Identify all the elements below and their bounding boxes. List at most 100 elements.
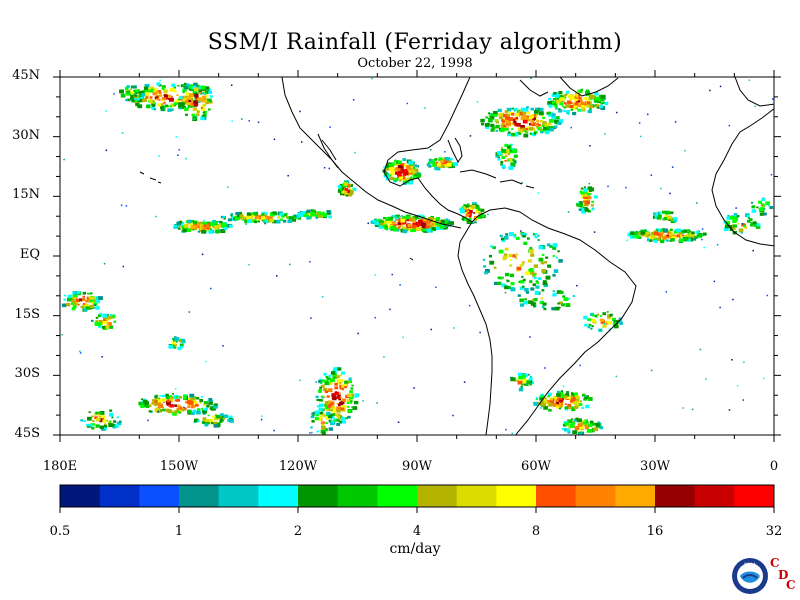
rain-pixel	[350, 393, 355, 397]
rain-pixel	[519, 125, 525, 130]
rain-pixel	[765, 201, 770, 205]
rain-pixel	[330, 422, 333, 425]
rain-pixel	[522, 115, 527, 119]
rain-pixel	[71, 307, 76, 311]
rain-pixel	[589, 420, 594, 424]
rain-pixel	[676, 228, 681, 233]
rain-pixel	[443, 220, 447, 223]
rain-pixel	[179, 107, 182, 110]
rain-pixel	[172, 341, 176, 345]
rain-pixel	[196, 110, 200, 113]
rain-pixel	[336, 396, 341, 399]
rain-pixel	[599, 318, 604, 322]
rain-pixel	[500, 124, 506, 128]
rain-pixel	[446, 160, 449, 163]
rain-pixel	[530, 253, 535, 257]
rain-pixel	[689, 232, 694, 237]
rain-pixel	[200, 396, 203, 398]
rain-pixel	[549, 245, 553, 248]
rain-pixel	[639, 135, 642, 138]
rain-pixel	[345, 189, 351, 194]
rain-pixel	[577, 108, 581, 112]
rain-pixel	[156, 82, 161, 86]
rain-pixel	[138, 91, 142, 94]
rain-pixel	[90, 296, 95, 300]
rain-pixel	[96, 417, 101, 422]
rain-pixel	[378, 225, 383, 229]
rain-pixel	[769, 206, 774, 210]
rain-pixel	[544, 123, 549, 127]
rain-pixel	[580, 101, 585, 106]
rain-pixel	[543, 307, 547, 311]
rain-pixel	[515, 257, 518, 260]
rain-pixel	[120, 204, 123, 206]
rain-pixel	[279, 212, 284, 216]
rain-pixel	[532, 273, 535, 276]
rain-pixel	[157, 402, 161, 406]
rain-pixel	[334, 391, 338, 394]
rain-pixel	[505, 428, 507, 431]
rain-pixel	[398, 163, 403, 167]
rain-pixel	[331, 409, 336, 413]
rain-pixel	[155, 215, 157, 218]
rain-pixel	[316, 405, 320, 408]
rain-pixel	[105, 110, 107, 112]
rain-pixel	[311, 431, 313, 434]
rain-pixel	[339, 396, 342, 399]
rain-pixel	[752, 221, 757, 225]
rain-pixel	[600, 94, 606, 99]
rain-pixel	[204, 407, 208, 411]
coastlines	[139, 77, 774, 435]
rain-pixel	[509, 264, 513, 267]
rain-pixel	[515, 133, 519, 137]
rain-pixel	[169, 105, 172, 108]
rain-pixel	[88, 296, 93, 300]
rain-pixel	[533, 276, 537, 280]
rain-pixel	[376, 218, 378, 221]
rain-pixel	[444, 151, 446, 153]
rain-pixel	[566, 391, 569, 394]
rain-pixel	[201, 229, 206, 234]
rain-pixel	[560, 390, 564, 393]
rain-pixel	[493, 110, 498, 115]
rain-pixel	[161, 103, 164, 106]
rain-pixel	[431, 226, 436, 230]
rain-pixel	[189, 226, 192, 229]
map-title: SSM/I Rainfall (Ferriday algorithm)	[207, 30, 623, 55]
rain-pixel	[328, 215, 332, 219]
rain-pixel	[198, 91, 202, 94]
rain-pixel	[300, 141, 303, 143]
rain-pixel	[564, 422, 569, 426]
rain-pixel	[177, 404, 181, 408]
rain-pixel	[206, 225, 209, 228]
rain-pixel	[73, 297, 76, 300]
rain-pixel	[533, 114, 537, 117]
rain-pixel	[255, 211, 258, 214]
rain-pixel	[152, 92, 157, 96]
rain-pixel	[571, 407, 576, 412]
rain-pixel	[530, 107, 534, 111]
rain-pixel	[200, 116, 205, 121]
longitude-label: 150W	[159, 459, 199, 474]
colorbar-swatch	[218, 485, 259, 507]
rain-pixel	[113, 424, 119, 428]
rain-pixel	[436, 163, 442, 167]
rain-pixel	[562, 295, 566, 298]
rain-pixel	[187, 96, 191, 100]
rain-pixel	[318, 398, 322, 402]
rain-pixel	[167, 94, 172, 98]
rain-pixel	[650, 369, 653, 372]
rain-pixel	[533, 305, 536, 308]
rain-pixel	[673, 217, 678, 221]
rain-pixel	[542, 281, 548, 286]
rain-pixel	[514, 107, 518, 111]
latitude-label: 15N	[12, 187, 40, 203]
rain-pixel	[328, 419, 333, 423]
rain-pixel	[551, 101, 557, 106]
rain-pixel	[330, 371, 336, 375]
rain-pixel	[386, 164, 391, 168]
rain-pixel	[148, 88, 151, 91]
rain-pixel	[330, 408, 333, 412]
rain-pixel	[83, 419, 86, 423]
rain-pixel	[233, 215, 236, 218]
